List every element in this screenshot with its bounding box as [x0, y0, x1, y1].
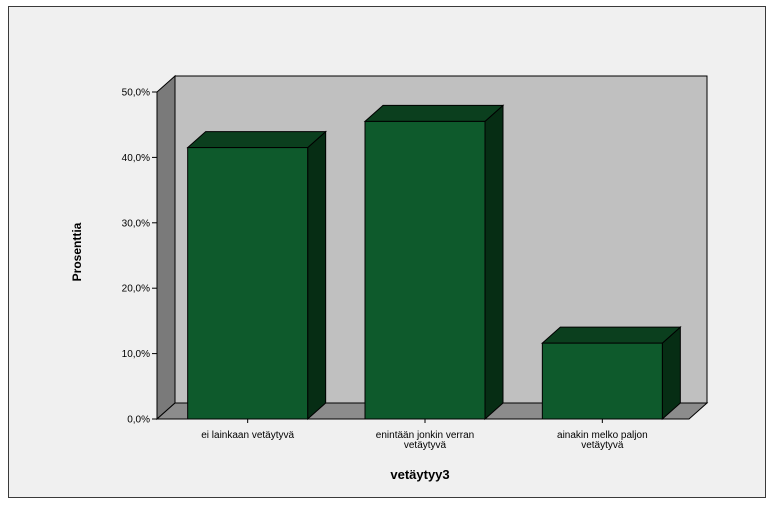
y-tick-label: 0,0%	[127, 415, 150, 426]
bars	[186, 104, 682, 421]
x-tick-label: ei lainkaan vetäytyvä	[201, 430, 294, 441]
y-tick-label: 10,0%	[122, 349, 150, 360]
x-axis-title: vetäytyy3	[390, 467, 449, 482]
bar-chart: 0,0% 10,0% 20,0% 30,0% 40,0% 50,0% ei lainkaa…	[70, 74, 709, 482]
bar-front	[364, 120, 486, 420]
y-tick-label: 50,0%	[122, 88, 150, 99]
y-tick-label: 30,0%	[122, 218, 150, 229]
y-axis: 0,0% 10,0% 20,0% 30,0% 40,0% 50,0%	[122, 88, 157, 426]
x-tick-label: ainakin melko paljon	[557, 430, 648, 441]
bar-front	[187, 147, 309, 420]
bar-top	[186, 131, 327, 149]
x-tick-label: vetäytyvä	[404, 440, 447, 451]
bar-side	[307, 130, 327, 421]
x-axis: ei lainkaan vetäytyvä enintään jonkin ver…	[201, 419, 648, 451]
bar-top	[363, 104, 505, 122]
y-tick-label: 40,0%	[122, 153, 150, 164]
x-tick-label: vetäytyvä	[581, 440, 624, 451]
x-tick-label: enintään jonkin verran	[376, 430, 474, 441]
bar-front	[541, 342, 663, 420]
y-axis-title: Prosenttia	[70, 222, 84, 281]
y-tick-label: 20,0%	[122, 284, 150, 295]
bar-side	[484, 104, 504, 421]
bar	[541, 326, 682, 421]
bar	[186, 130, 327, 421]
bar-top	[541, 326, 682, 344]
bar	[363, 104, 505, 421]
side-wall	[156, 74, 176, 421]
chart-frame: 0,0% 10,0% 20,0% 30,0% 40,0% 50,0% ei lainkaa…	[8, 6, 766, 498]
